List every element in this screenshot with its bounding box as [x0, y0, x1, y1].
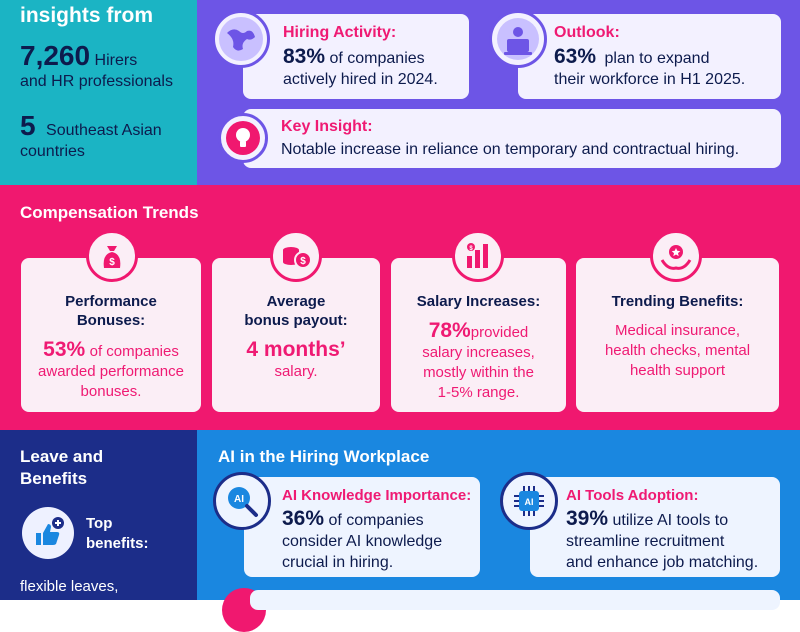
performance-bonus-body: 53% of companies awarded performance bon… [21, 338, 201, 402]
top-benefits-list: flexible leaves, [20, 578, 119, 595]
performance-bonus-head-2: Bonuses: [76, 312, 146, 329]
performance-bonus-text-1: of companies [89, 343, 179, 360]
outlook-text-1: plan to expand [604, 50, 710, 67]
money-bag-icon: $ [86, 230, 138, 282]
bonus-payout-value: 4 months’ [246, 338, 346, 361]
performance-bonus-head-1: Performance [65, 293, 157, 310]
salary-increase-text-3: 1-5% range. [437, 384, 520, 401]
ai-title: AI in the Hiring Workplace [218, 447, 430, 466]
performance-bonus-text-3: bonuses. [80, 383, 142, 400]
countries-sublabel: countries [20, 143, 85, 160]
performance-bonus-percent: 53% [43, 338, 86, 361]
countries-stat: 5 Southeast Asian countries [20, 110, 162, 162]
svg-text:$: $ [300, 256, 306, 267]
bar-chart-icon: $ [452, 230, 504, 282]
ai-tools-text-2: streamline recruitment [566, 533, 725, 550]
performance-bonus-text-2: awarded performance [38, 363, 184, 380]
outlook-card: Outlook: 63% plan to expand their workfo… [518, 14, 781, 99]
compensation-title: Compensation Trends [20, 203, 199, 222]
overview-panel [0, 0, 197, 185]
trending-benefits-body: Medical insurance, health checks, mental… [576, 321, 779, 381]
bonus-payout-text: salary. [274, 363, 318, 380]
bonus-payout-head-1: Average [266, 293, 326, 310]
salary-increase-inline: provided [470, 324, 529, 341]
ai-tools-percent: 39% [566, 507, 609, 530]
countries-label: Southeast Asian [46, 122, 162, 139]
overview-title: insights from [20, 4, 154, 27]
key-insight-text: Notable increase in reliance on temporar… [281, 141, 740, 158]
trending-benefits-card: Trending Benefits: Medical insurance, he… [576, 258, 779, 412]
trending-benefits-head: Trending Benefits: [611, 293, 744, 310]
ai-knowledge-text-1: of companies [328, 512, 424, 529]
ai-search-icon: AI [213, 472, 271, 530]
hirers-stat: 7,260 Hirers and HR professionals [20, 40, 173, 92]
hiring-activity-card: Hiring Activity: 83% of companies active… [243, 14, 469, 99]
key-insight-title: Key Insight: [281, 118, 373, 135]
salary-increase-percent: 78% [428, 319, 471, 342]
ai-tools-body: 39% utilize AI tools to streamline recru… [566, 507, 758, 573]
ai-knowledge-text-2: consider AI knowledge [282, 533, 443, 550]
ai-knowledge-title: AI Knowledge Importance: [282, 487, 472, 504]
coins-icon: $ [270, 230, 322, 282]
hiring-activity-title: Hiring Activity: [283, 24, 397, 41]
hiring-text-2: actively hired in 2024. [283, 71, 438, 88]
outlook-percent: 63% [554, 45, 597, 68]
leave-benefits-title-1: Leave and [20, 447, 104, 466]
hands-star-icon [650, 230, 702, 282]
ai-knowledge-body: 36% of companies consider AI knowledge c… [282, 507, 442, 573]
thumbs-up-icon [22, 507, 74, 559]
ai-chip-icon: AI [500, 472, 558, 530]
globe-icon [212, 10, 270, 68]
salary-increase-head: Salary Increases: [416, 293, 541, 310]
salary-increase-body: 78%provided salary increases, mostly wit… [391, 319, 566, 403]
ai-tools-title: AI Tools Adoption: [566, 487, 699, 504]
svg-text:$: $ [109, 257, 115, 268]
hiring-percent: 83% [283, 45, 326, 68]
laptop-person-icon [489, 10, 547, 68]
svg-text:$: $ [469, 246, 473, 252]
hiring-text-1: of companies [329, 50, 425, 67]
hirers-label: Hirers [94, 52, 138, 69]
ai-knowledge-card: AI Knowledge Importance: 36% of companie… [244, 477, 480, 577]
hiring-activity-body: 83% of companies actively hired in 2024. [283, 45, 438, 90]
ai-knowledge-percent: 36% [282, 507, 325, 530]
outlook-title: Outlook: [554, 24, 620, 41]
hirers-number: 7,260 [20, 40, 91, 71]
performance-bonus-card: Performance Bonuses: 53% of companies aw… [21, 258, 201, 412]
salary-increase-card: Salary Increases: 78%provided salary inc… [391, 258, 566, 412]
bonus-payout-head-2: bonus payout: [244, 312, 348, 329]
ai-search-icon-label: AI [234, 494, 244, 505]
ai-knowledge-text-3: crucial in hiring. [282, 554, 394, 571]
lightbulb-icon [218, 113, 268, 163]
outlook-body: 63% plan to expand their workforce in H1… [554, 45, 745, 90]
partial-card [250, 590, 780, 610]
trending-benefits-text-3: health support [629, 362, 726, 379]
key-insight-card: Key Insight: Notable increase in relianc… [243, 109, 781, 168]
ai-tools-card: AI Tools Adoption: 39% utilize AI tools … [530, 477, 780, 577]
leave-benefits-title: Leave and Benefits [20, 446, 103, 490]
countries-number: 5 [20, 110, 36, 141]
leave-benefits-title-2: Benefits [20, 469, 88, 488]
top-benefits-label-2: benefits: [86, 535, 149, 552]
salary-increase-text-1: salary increases, [422, 344, 535, 361]
ai-tools-text-3: and enhance job matching. [566, 554, 759, 571]
ai-chip-icon-label: AI [525, 497, 534, 507]
top-benefits-label: Top benefits: [86, 514, 149, 554]
trending-benefits-text-2: health checks, mental [604, 342, 751, 359]
hirers-sublabel: and HR professionals [20, 73, 173, 90]
outlook-text-2: their workforce in H1 2025. [554, 71, 746, 88]
ai-tools-text-1: utilize AI tools to [612, 512, 729, 529]
top-benefits-label-1: Top [86, 515, 113, 532]
bonus-payout-card: Average bonus payout: 4 months’ salary. [212, 258, 380, 412]
salary-increase-text-2: mostly within the [423, 364, 534, 381]
trending-benefits-text-1: Medical insurance, [614, 322, 741, 339]
